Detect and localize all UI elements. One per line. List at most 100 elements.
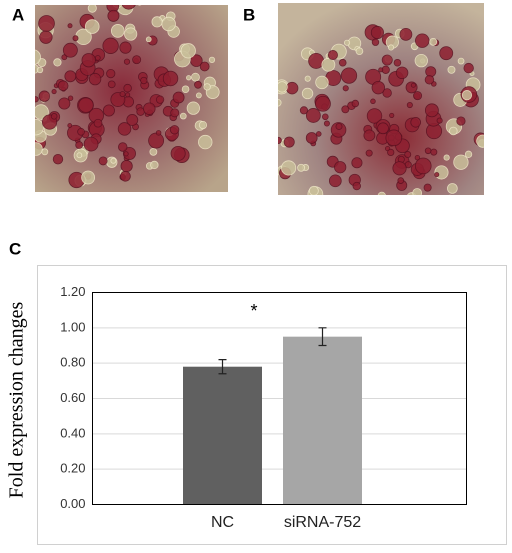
- cell: [95, 55, 101, 61]
- cell: [382, 226, 388, 232]
- cell: [170, 108, 180, 118]
- cells-b: [261, 24, 484, 235]
- cell: [397, 177, 405, 184]
- cell: [67, 23, 73, 29]
- cell: [387, 148, 395, 157]
- cell: [380, 199, 387, 206]
- cell: [439, 46, 454, 61]
- cell: [51, 89, 57, 95]
- cell: [395, 66, 409, 80]
- cell: [123, 58, 131, 65]
- cell: [425, 66, 437, 78]
- cell: [23, 42, 30, 49]
- cell: [126, 114, 139, 126]
- cell: [137, 5, 142, 6]
- cell: [110, 157, 117, 164]
- cell: [122, 146, 136, 161]
- cell: [328, 174, 342, 188]
- cell: [27, 75, 32, 80]
- cell: [38, 90, 51, 102]
- cell: [353, 219, 368, 234]
- cell: [315, 75, 329, 90]
- cell: [343, 39, 351, 46]
- cell: [6, 109, 18, 121]
- cell: [413, 91, 423, 101]
- y-axis-label: Fold expression changes: [6, 301, 28, 498]
- cell: [162, 70, 179, 87]
- cell: [148, 132, 165, 149]
- cell: [140, 76, 148, 85]
- cell: [407, 203, 422, 218]
- cell: [355, 47, 364, 56]
- cell: [297, 163, 306, 172]
- cell: [145, 36, 152, 43]
- cell: [143, 102, 156, 115]
- cell: [371, 38, 380, 46]
- cell: [186, 75, 192, 81]
- cell: [77, 127, 85, 136]
- cell: [358, 214, 372, 228]
- cell: [261, 136, 276, 151]
- cell: [123, 83, 132, 93]
- cell: [72, 35, 79, 42]
- cell: [366, 108, 383, 124]
- cell: [110, 24, 125, 38]
- error-bar: [218, 359, 227, 375]
- annotation: *: [250, 301, 257, 321]
- cell: [132, 55, 142, 65]
- cell: [35, 142, 43, 156]
- cell: [170, 145, 186, 161]
- cell: [430, 148, 438, 156]
- cell: [393, 58, 402, 67]
- cell: [371, 80, 386, 95]
- cell: [14, 114, 25, 125]
- cell: [382, 88, 392, 98]
- cell: [155, 130, 162, 136]
- cell: [281, 160, 297, 176]
- cell: [35, 49, 41, 65]
- cell: [35, 96, 39, 103]
- cell: [385, 129, 403, 147]
- cell: [305, 132, 318, 144]
- cell: [340, 67, 358, 84]
- cell: [315, 131, 322, 137]
- cell: [350, 207, 360, 217]
- cell: [447, 183, 458, 194]
- cell: [67, 123, 73, 128]
- cell: [365, 149, 373, 157]
- cell: [199, 61, 210, 72]
- x-tick-label: siRNA-752: [284, 514, 361, 531]
- cell: [429, 37, 438, 46]
- cell: [123, 151, 129, 157]
- cell: [151, 16, 163, 28]
- cell: [53, 58, 62, 67]
- cell: [186, 101, 200, 115]
- cell: [23, 135, 34, 146]
- cell: [329, 200, 340, 211]
- cell: [370, 25, 384, 40]
- cell: [39, 30, 53, 44]
- cell: [120, 160, 133, 173]
- cell: [78, 97, 94, 113]
- bar: [283, 336, 362, 505]
- cell: [36, 66, 44, 74]
- cell: [378, 67, 384, 73]
- cell: [191, 72, 200, 82]
- cell: [62, 42, 78, 58]
- cell: [341, 105, 350, 114]
- cell: [93, 118, 103, 128]
- cell: [119, 91, 126, 98]
- cell: [198, 121, 208, 130]
- cell: [351, 157, 363, 169]
- cell: [423, 183, 432, 192]
- cell: [83, 136, 99, 152]
- plot-border: [92, 292, 467, 505]
- cell: [322, 113, 329, 121]
- cell: [394, 225, 404, 235]
- cell: [149, 147, 158, 156]
- cell: [285, 81, 299, 95]
- cell: [363, 129, 376, 142]
- cell: [334, 161, 347, 174]
- cell: [369, 220, 379, 230]
